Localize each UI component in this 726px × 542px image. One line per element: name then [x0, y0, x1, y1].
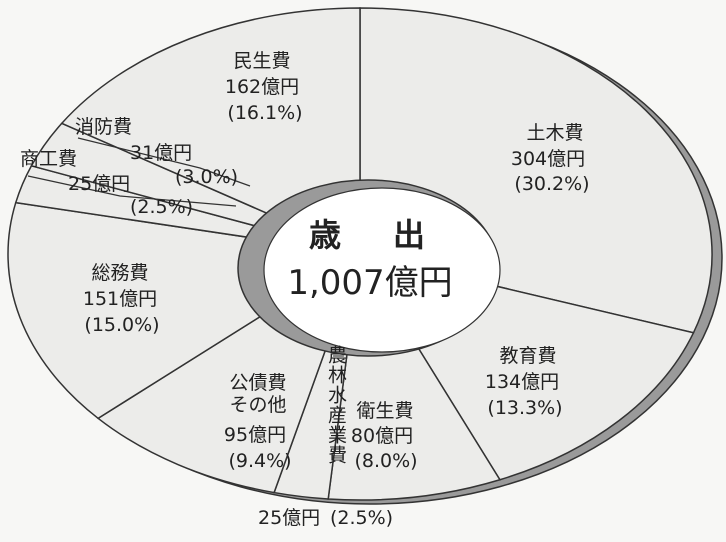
slice-amount: 25億円	[68, 173, 131, 195]
slice-percent: (16.1%)	[227, 102, 303, 124]
slice-amount: 31億円	[130, 142, 193, 164]
slice-name: 衛生費	[356, 400, 414, 422]
slice-name: 公債費その他	[229, 372, 287, 416]
slice-percent: (9.4%)	[228, 450, 292, 472]
slice-amount: 95億円	[223, 424, 287, 446]
slice-amount: 162億円	[224, 76, 300, 98]
leaders	[27, 137, 251, 207]
slice-amount: 80億円	[350, 425, 414, 447]
slice-name: 消防費	[75, 116, 133, 138]
slice-amount: 151億円	[82, 288, 158, 310]
center-title: 歳 出	[308, 216, 436, 254]
slice-percent: (3.0%)	[175, 166, 239, 188]
slice-amount: 134億円	[484, 371, 560, 393]
hole-center	[263, 187, 501, 353]
slice-name: 農林水産業費	[325, 345, 347, 465]
slice-percent: (2.5%)	[330, 507, 394, 529]
slice-name: 土木費	[526, 122, 584, 144]
hole	[237, 179, 501, 357]
slice-percent: (13.3%)	[487, 397, 563, 419]
center-total: 1,007億円	[287, 263, 453, 303]
slice-percent: (15.0%)	[84, 314, 160, 336]
slice-amount: 25億円	[258, 507, 321, 529]
slice-percent: (2.5%)	[130, 196, 194, 218]
leader-line	[27, 175, 237, 207]
slice-name: 商工費	[20, 148, 78, 170]
slice-percent: (8.0%)	[354, 450, 418, 472]
leader-line	[77, 137, 251, 187]
slice-percent: (30.2%)	[514, 173, 590, 195]
slice-name: 教育費	[499, 345, 557, 367]
slice-name: 民生費	[233, 50, 291, 72]
slice-name: 総務費	[91, 262, 149, 284]
slice	[60, 7, 361, 256]
slice-amount: 304億円	[510, 148, 586, 170]
